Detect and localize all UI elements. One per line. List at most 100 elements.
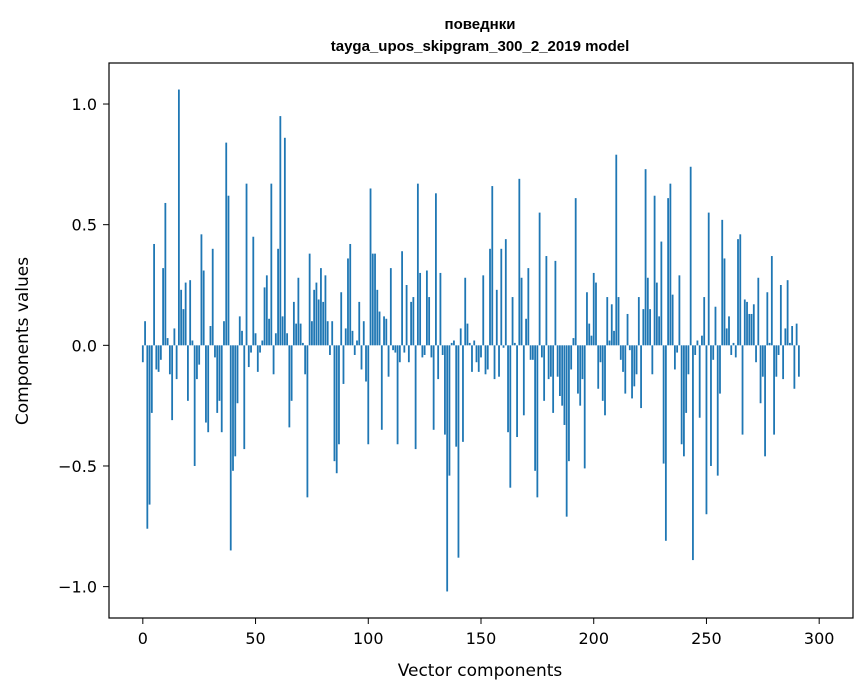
y-axis-ticks: −1.0 −0.5 0.0 0.5 1.0 [58,95,109,597]
bar-105 [378,311,381,346]
bar-194 [579,345,582,406]
bar-35 [220,345,223,433]
bar-24 [196,345,198,380]
bar-63 [283,137,286,346]
bar-80 [322,301,325,346]
bar-67 [292,301,295,346]
bar-280 [773,345,775,435]
bar-274 [759,345,762,404]
bar-34 [218,345,221,401]
bar-94 [353,345,356,355]
bar-159 [500,248,503,346]
bar-111 [392,345,394,351]
bar-20 [187,345,189,401]
bar-64 [286,333,289,346]
bar-183 [554,260,557,346]
bar-129 [432,345,435,430]
bar-113 [396,345,399,445]
bar-141 [459,328,462,346]
bar-16 [177,89,180,346]
bar-123 [419,272,422,346]
bar-279 [770,256,773,346]
bars-group [141,89,800,592]
bar-93 [351,330,354,346]
bar-217 [631,345,633,399]
bar-275 [761,345,764,377]
bar-223 [644,169,647,346]
bar-273 [757,277,760,346]
bar-225 [649,309,651,346]
bar-239 [680,345,683,445]
bar-115 [401,251,403,346]
bar-179 [545,256,548,346]
y-tick-label: −0.5 [58,457,97,476]
bar-244 [692,345,694,561]
bar-248 [701,335,703,346]
bar-170 [525,318,527,346]
bar-175 [536,345,539,498]
bar-126 [425,270,428,346]
bar-49 [252,236,255,346]
bar-11 [166,338,169,346]
bar-50 [254,333,257,346]
bar-261 [730,345,733,355]
bar-62 [281,316,284,346]
bar-69 [297,277,300,346]
bar-247 [698,345,701,418]
bar-277 [766,292,769,346]
bar-71 [301,342,304,346]
bar-37 [225,142,228,346]
bar-166 [516,345,518,438]
bar-288 [791,326,794,346]
bar-228 [655,282,658,346]
bar-60 [277,248,279,346]
bar-110 [389,268,392,346]
bar-160 [502,345,505,348]
bar-103 [374,253,376,346]
bar-251 [707,212,710,346]
bar-70 [299,323,302,346]
bar-233 [667,198,670,346]
bar-117 [405,285,408,346]
bar-134 [444,345,446,435]
bar-153 [486,345,489,370]
bar-65 [288,345,291,428]
bar-211 [617,297,620,346]
bar-284 [782,345,785,380]
bar-68 [295,323,298,346]
bar-124 [421,345,424,358]
bar-143 [464,277,467,346]
x-tick-label: 150 [466,629,497,648]
bar-101 [369,188,372,346]
bar-167 [518,178,521,346]
bar-281 [775,345,778,377]
bar-3 [148,345,151,505]
plot-frame [108,62,854,619]
bar-250 [705,345,708,515]
bar-185 [559,345,561,396]
bar-57 [270,183,273,346]
bar-180 [547,345,550,380]
bar-15 [175,345,178,380]
bar-189 [568,345,570,462]
bar-213 [622,345,624,372]
bar-43 [238,316,241,346]
bar-116 [403,345,406,353]
bar-45 [243,345,246,450]
bar-149 [477,345,480,372]
bar-119 [410,301,413,346]
bar-210 [615,154,618,346]
bar-92 [349,243,352,346]
bar-197 [586,292,588,346]
bar-154 [489,248,491,346]
bar-236 [673,345,676,370]
bar-232 [664,345,667,541]
bar-39 [229,345,232,551]
bar-205 [604,345,606,416]
bar-240 [683,345,685,457]
bar-285 [784,328,787,346]
y-tick-label: 0.0 [72,336,97,355]
bar-8 [159,345,162,360]
bar-257 [721,219,724,346]
